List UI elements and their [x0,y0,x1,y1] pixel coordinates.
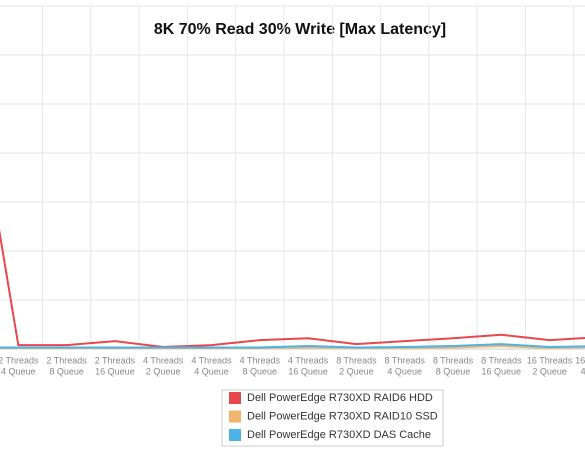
x-tick-label: 8 Threads [433,355,474,365]
x-tick-label: 4 Queue [1,366,36,376]
x-tick-label: 8 Queue [243,366,278,376]
x-tick-label: 2 Threads [0,355,39,365]
legend-label: Dell PowerEdge R730XD RAID10 SSD [247,410,438,422]
series-line [0,229,585,349]
x-tick-label: 8 Threads [385,355,426,365]
x-tick-label: 2 Queue [146,366,181,376]
x-tick-label: 4 Threads [191,355,232,365]
legend-box [221,389,444,447]
x-tick-label: 4 Queue [194,366,229,376]
x-tick-label: 2 Queue [532,366,567,376]
x-tick-label: 8 Queue [436,366,471,376]
legend-swatch [229,429,241,441]
legend-label: Dell PowerEdge R730XD DAS Cache [247,429,431,441]
x-tick-label: 4 Threads [288,355,329,365]
legend-swatch [229,392,241,404]
x-tick-label: 4 Queue [387,366,422,376]
x-tick-label: 4 Threads [143,355,184,365]
chart-title: 8K 70% Read 30% Write [Max Latency] [154,21,446,38]
x-tick-label: 16 Queue [288,366,328,376]
x-tick-label: 2 Queue [339,366,374,376]
x-tick-label: 2 Threads [46,355,87,365]
x-tick-label: 4 Queue [581,366,585,376]
x-tick-label: 16 Queue [95,366,135,376]
x-tick-label: 16 Threads [527,355,573,365]
x-tick-label: 8 Threads [481,355,522,365]
x-tick-label: 2 Threads [95,355,136,365]
x-tick-label: 4 Threads [240,355,281,365]
series-line [0,343,585,349]
x-tick-label: 8 Threads [336,355,377,365]
x-tick-label: 8 Queue [49,366,84,376]
x-tick-label: 16 Queue [482,366,522,376]
legend-label: Dell PowerEdge R730XD RAID6 HDD [247,392,433,404]
legend-swatch [229,410,241,423]
x-tick-label: 16 Threads [575,355,585,365]
